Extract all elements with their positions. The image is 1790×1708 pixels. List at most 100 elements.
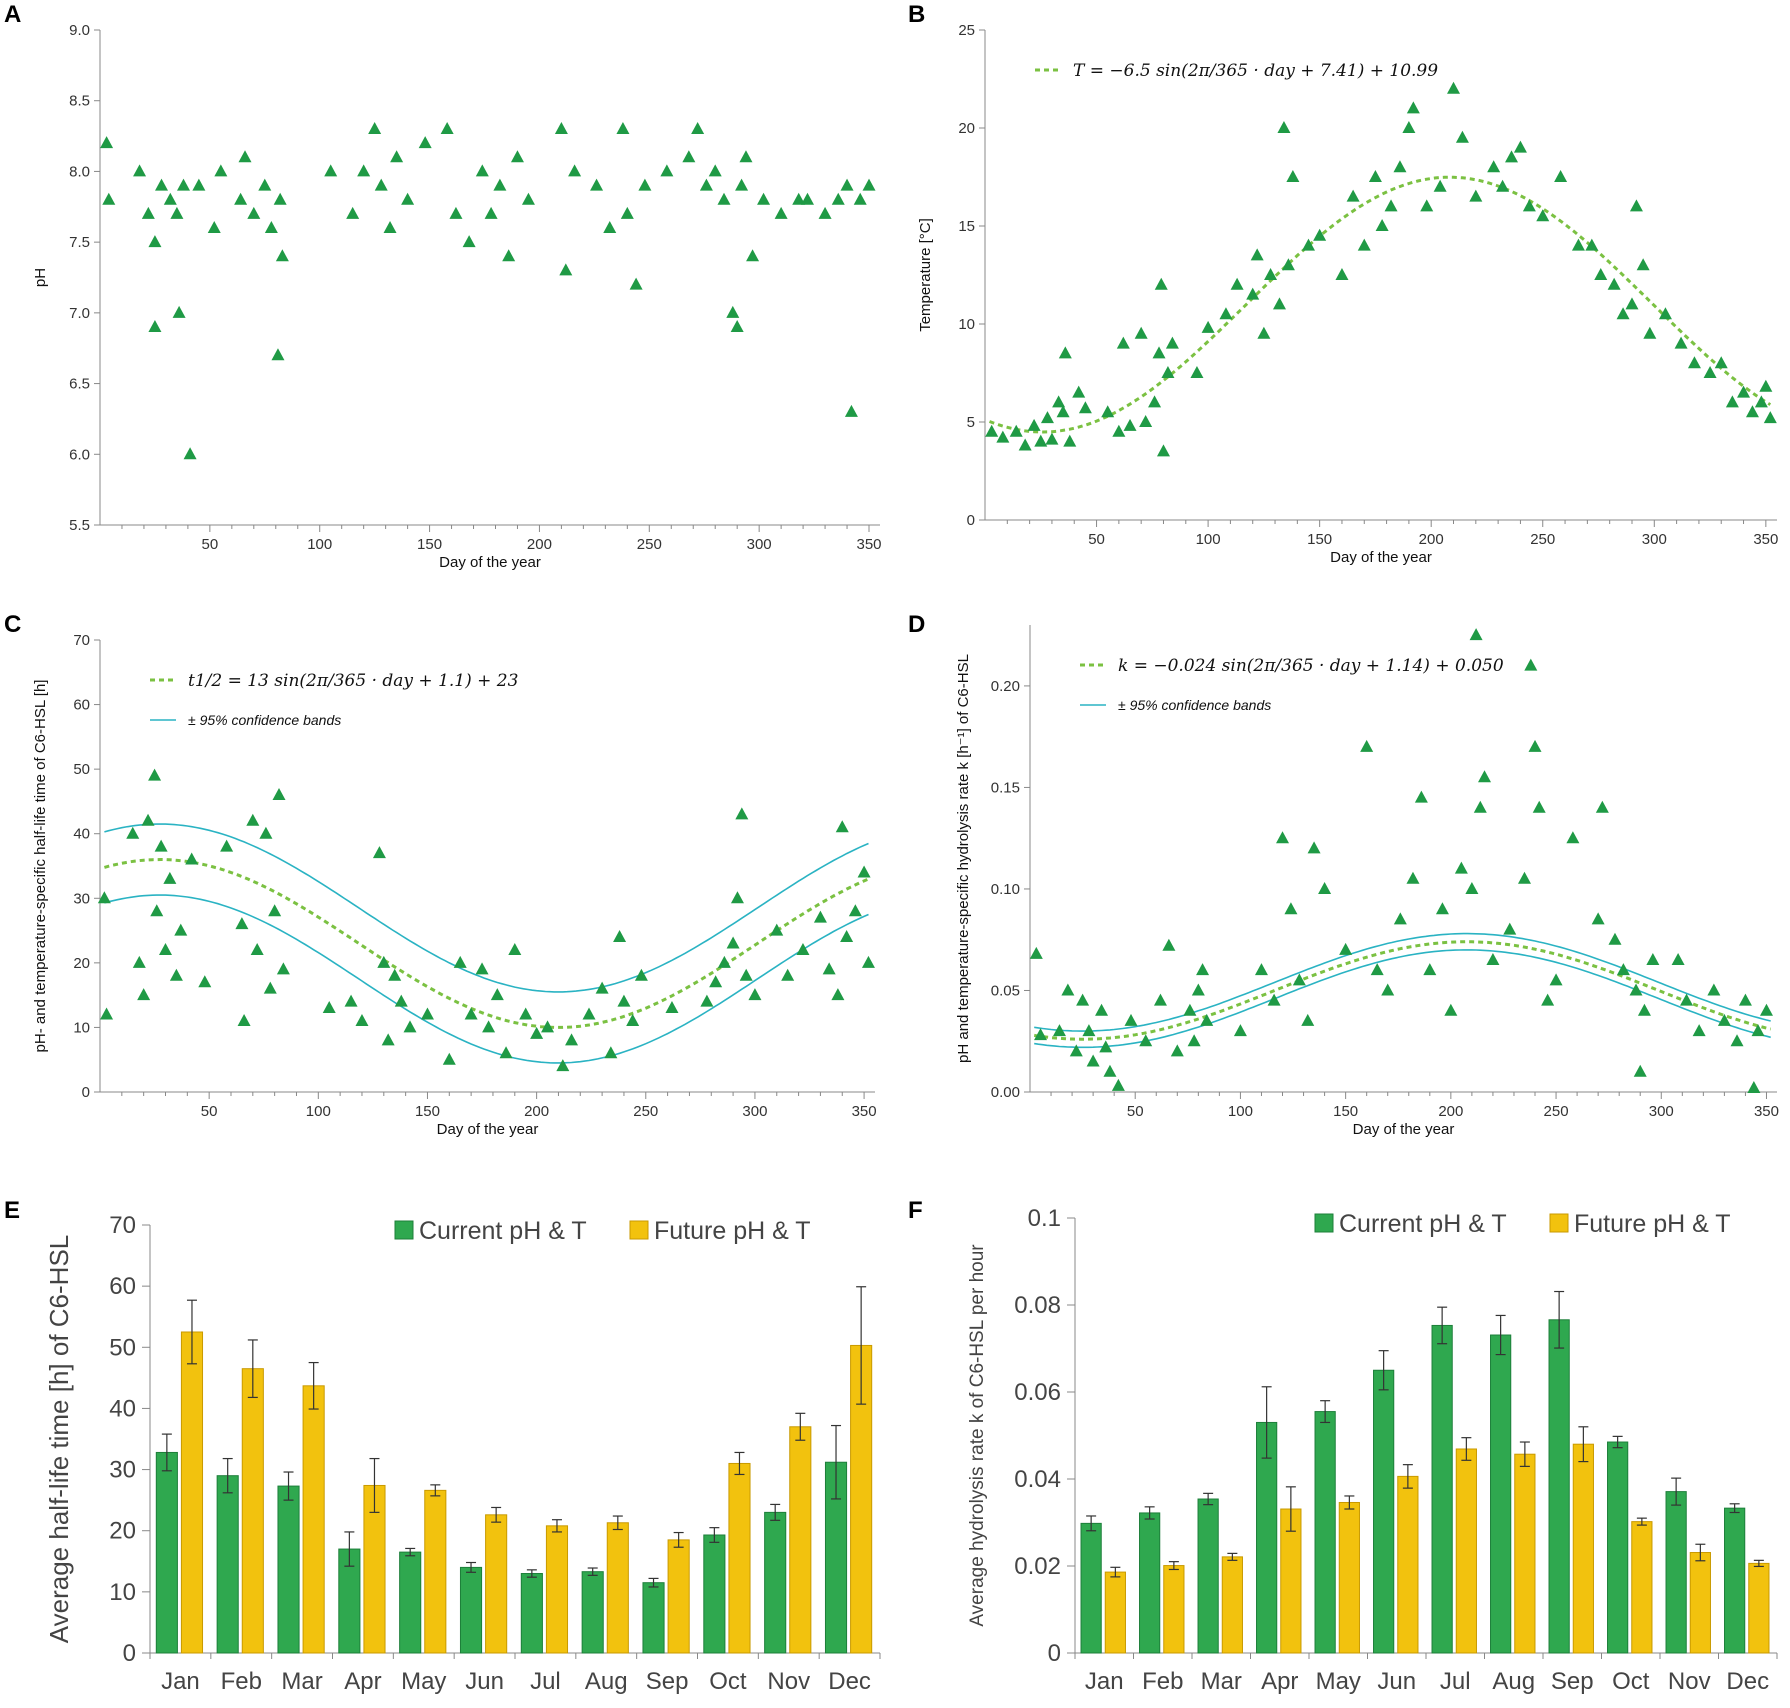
y-tick-label: 0 bbox=[1048, 1640, 1061, 1667]
x-axis-label: Day of the year bbox=[1330, 549, 1432, 566]
legend-swatch-current bbox=[1314, 1213, 1334, 1233]
bar-future bbox=[789, 1426, 812, 1654]
y-tick-label: 9.0 bbox=[69, 22, 90, 39]
data-point bbox=[1616, 963, 1630, 976]
y-tick-label: 8.0 bbox=[69, 163, 90, 180]
data-point bbox=[493, 178, 507, 191]
bar-future bbox=[1631, 1521, 1653, 1654]
data-point bbox=[259, 826, 273, 839]
data-point bbox=[1154, 277, 1168, 290]
data-point bbox=[381, 1033, 395, 1046]
y-axis-label: pH and temperature-specific hydrolysis r… bbox=[955, 654, 972, 1063]
data-point bbox=[1161, 366, 1175, 378]
data-point bbox=[1190, 366, 1204, 378]
data-point bbox=[1078, 401, 1092, 414]
bar-future bbox=[667, 1539, 690, 1654]
legend-swatch-future bbox=[1549, 1213, 1569, 1233]
fit-curve bbox=[1033, 940, 1772, 1041]
bar-current bbox=[1665, 1491, 1687, 1654]
data-point bbox=[383, 221, 397, 233]
bar-current bbox=[642, 1582, 665, 1654]
data-point bbox=[1063, 434, 1077, 447]
x-tick-label: 100 bbox=[306, 1103, 331, 1120]
data-point bbox=[100, 136, 114, 149]
data-point bbox=[453, 955, 467, 968]
data-point bbox=[176, 178, 190, 191]
x-tick-label: 200 bbox=[524, 1103, 549, 1120]
data-point bbox=[1246, 287, 1260, 300]
data-point bbox=[1148, 395, 1162, 408]
data-point bbox=[1420, 199, 1434, 212]
data-point bbox=[1487, 160, 1501, 173]
data-point bbox=[1318, 881, 1332, 894]
data-point bbox=[207, 221, 221, 233]
bar-future bbox=[1455, 1448, 1477, 1654]
data-point bbox=[100, 1007, 114, 1020]
bar-current bbox=[1080, 1522, 1102, 1654]
x-tick-label: Jan bbox=[1085, 1668, 1124, 1695]
data-point bbox=[616, 122, 630, 134]
data-point bbox=[1637, 1003, 1651, 1016]
bar-future bbox=[545, 1525, 569, 1654]
data-point bbox=[1069, 1044, 1083, 1057]
data-point bbox=[158, 942, 172, 955]
data-point bbox=[730, 891, 744, 904]
data-point bbox=[150, 904, 164, 917]
y-tick-label: 70 bbox=[109, 1212, 136, 1239]
bar-future bbox=[1689, 1552, 1711, 1654]
data-point bbox=[502, 249, 516, 262]
y-tick-label: 10 bbox=[109, 1579, 136, 1606]
data-point bbox=[1402, 121, 1416, 133]
data-point bbox=[530, 1026, 544, 1039]
y-axis-label: Average hydrolysis rate k of C6-HSL per … bbox=[967, 1244, 988, 1627]
y-tick-label: 15 bbox=[958, 218, 975, 235]
data-point bbox=[1717, 1013, 1731, 1026]
legend-fit-equation: k = −0.024 sin(2π/365 · day + 1.14) + 0.… bbox=[1118, 656, 1504, 676]
data-point bbox=[220, 839, 234, 852]
data-point bbox=[1674, 336, 1688, 349]
data-point bbox=[1267, 993, 1281, 1006]
x-tick-label: 50 bbox=[202, 536, 219, 553]
data-point bbox=[1061, 983, 1075, 996]
data-point bbox=[1643, 326, 1657, 339]
x-tick-label: 150 bbox=[1307, 531, 1332, 548]
data-point bbox=[250, 942, 264, 955]
y-tick-label: 6.0 bbox=[69, 446, 90, 463]
y-tick-label: 10 bbox=[958, 316, 975, 333]
data-point bbox=[1591, 912, 1605, 925]
x-tick-label: 50 bbox=[201, 1103, 218, 1120]
data-point bbox=[840, 930, 854, 943]
data-point bbox=[556, 1059, 570, 1072]
data-point bbox=[1505, 150, 1519, 163]
bar-current bbox=[1548, 1319, 1570, 1654]
data-point bbox=[1040, 411, 1054, 424]
data-point bbox=[1473, 800, 1487, 813]
x-tick-label: Jan bbox=[161, 1668, 200, 1695]
data-point bbox=[604, 1046, 618, 1059]
bar-current bbox=[216, 1475, 239, 1654]
data-point bbox=[1219, 307, 1233, 320]
x-tick-label: 350 bbox=[856, 536, 881, 553]
data-point bbox=[1339, 942, 1353, 955]
data-point bbox=[1608, 932, 1622, 945]
data-point bbox=[770, 923, 784, 936]
data-point bbox=[1124, 1013, 1138, 1026]
data-point bbox=[1281, 258, 1295, 271]
data-point bbox=[141, 206, 155, 219]
data-point bbox=[1301, 238, 1315, 251]
y-tick-label: 0 bbox=[123, 1640, 136, 1667]
x-tick-label: 150 bbox=[1333, 1103, 1358, 1120]
bar-future bbox=[1748, 1562, 1770, 1654]
data-point bbox=[137, 988, 151, 1001]
panel-letter-a: A bbox=[4, 1, 21, 28]
data-point bbox=[735, 178, 749, 191]
data-point bbox=[1191, 983, 1205, 996]
data-point bbox=[324, 164, 338, 177]
legend-swatch-current bbox=[394, 1220, 414, 1240]
data-point bbox=[682, 150, 696, 163]
data-point bbox=[1486, 953, 1500, 966]
data-point bbox=[1629, 983, 1643, 996]
data-point bbox=[1469, 189, 1483, 202]
data-point bbox=[746, 249, 760, 262]
